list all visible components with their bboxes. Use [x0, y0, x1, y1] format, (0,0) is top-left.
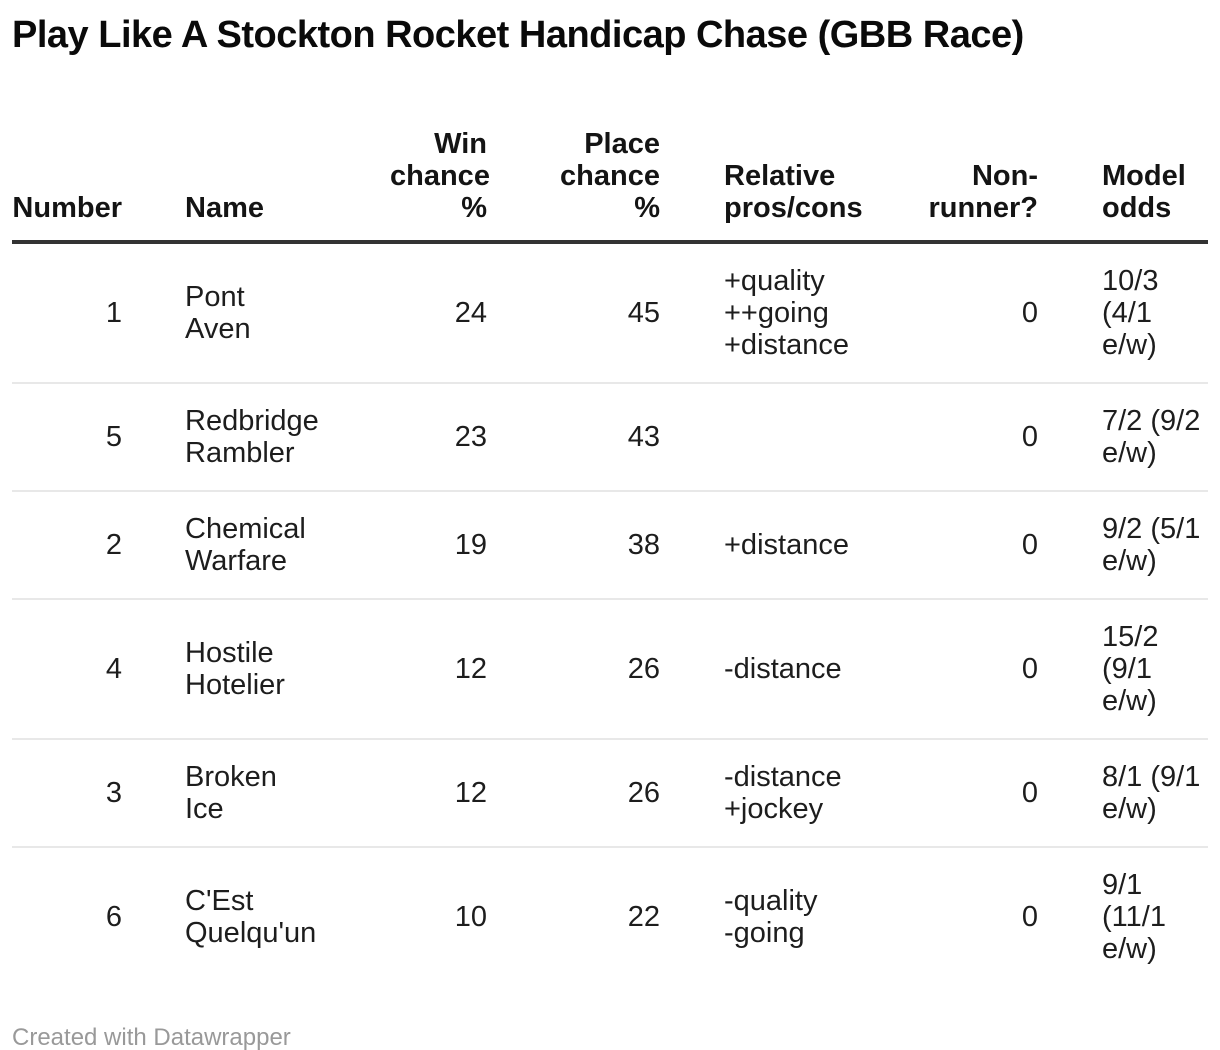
cell-place-chance: 45 — [627, 297, 660, 329]
cell-non-runner: 0 — [925, 382, 1063, 491]
cell-name: Broken Ice — [152, 738, 390, 847]
cell-name: C'Est Quelqu'un — [152, 846, 390, 986]
cell-number: 3 — [12, 738, 152, 847]
column-header-win-chance: Win chance % — [390, 128, 512, 244]
cell-number: 2 — [12, 490, 152, 599]
table-body: 1 Pont Aven 24 45 +quality ++going +dist… — [12, 242, 1208, 986]
cell-non-runner: 0 — [925, 738, 1063, 847]
column-header-number: Number — [12, 128, 152, 244]
page-title: Play Like A Stockton Rocket Handicap Cha… — [12, 14, 1024, 56]
column-header-non-runner: Non- runner? — [925, 128, 1063, 244]
cell-place-chance: 38 — [512, 490, 685, 599]
cell-number: 6 — [12, 846, 152, 986]
column-header-place-chance: Place chance % — [512, 128, 685, 244]
datawrapper-credit: Created with Datawrapper — [12, 1024, 291, 1050]
table-row: 5 Redbridge Rambler 23 43 0 7/2 (9/2 e/w… — [12, 382, 1208, 491]
cell-number: 4 — [12, 598, 152, 739]
table-row: 6 C'Est Quelqu'un 10 22 -quality -going … — [12, 846, 1208, 986]
cell-pros-cons: -quality -going — [685, 846, 925, 986]
cell-non-runner: 0 — [925, 846, 1063, 986]
cell-place-chance: 26 — [512, 738, 685, 847]
cell-name: Hostile Hotelier — [152, 598, 390, 739]
cell-name: Redbridge Rambler — [152, 382, 390, 491]
cell-win-chance: 12 — [390, 598, 512, 739]
cell-model-odds: 10/3 (4/1 e/w) — [1102, 265, 1159, 361]
cell-name: Chemical Warfare — [152, 490, 390, 599]
cell-pros-cons: -distance — [685, 598, 925, 739]
table-header-row: Number Name Win chance % Place chance % … — [12, 128, 1208, 244]
cell-pros-cons: +quality ++going +distance — [724, 265, 849, 361]
column-header-model-odds: Model odds — [1063, 128, 1208, 244]
cell-win-chance: 23 — [390, 382, 512, 491]
table-header: Number Name Win chance % Place chance % … — [12, 128, 1208, 244]
table-row: 3 Broken Ice 12 26 -distance +jockey 0 8… — [12, 738, 1208, 847]
table-row: 1 Pont Aven 24 45 +quality ++going +dist… — [12, 242, 1208, 383]
cell-win-chance: 24 — [454, 297, 487, 329]
race-table: Number Name Win chance % Place chance % … — [12, 128, 1208, 986]
column-header-pros-cons: Relative pros/cons — [685, 128, 925, 244]
cell-place-chance: 22 — [512, 846, 685, 986]
column-header-name: Name — [152, 128, 390, 244]
cell-non-runner: 0 — [925, 490, 1063, 599]
cell-number: 1 — [105, 297, 122, 329]
cell-pros-cons — [685, 382, 925, 491]
cell-model-odds: 8/1 (9/1 e/w) — [1063, 738, 1208, 847]
table-row: 4 Hostile Hotelier 12 26 -distance 0 15/… — [12, 598, 1208, 739]
cell-model-odds: 7/2 (9/2 e/w) — [1063, 382, 1208, 491]
cell-pros-cons: -distance +jockey — [685, 738, 925, 847]
chart-container: Play Like A Stockton Rocket Handicap Cha… — [12, 14, 1208, 986]
cell-name: Pont Aven — [185, 281, 251, 345]
cell-win-chance: 10 — [390, 846, 512, 986]
cell-model-odds: 9/2 (5/1 e/w) — [1063, 490, 1208, 599]
table-row: 2 Chemical Warfare 19 38 +distance 0 9/2… — [12, 490, 1208, 599]
cell-non-runner: 0 — [925, 598, 1063, 739]
cell-pros-cons: +distance — [685, 490, 925, 599]
cell-non-runner: 0 — [1021, 297, 1038, 329]
cell-model-odds: 15/2 (9/1 e/w) — [1063, 598, 1208, 739]
cell-place-chance: 26 — [512, 598, 685, 739]
cell-model-odds: 9/1 (11/1 e/w) — [1063, 846, 1208, 986]
cell-place-chance: 43 — [512, 382, 685, 491]
cell-win-chance: 19 — [390, 490, 512, 599]
cell-number: 5 — [12, 382, 152, 491]
cell-win-chance: 12 — [390, 738, 512, 847]
